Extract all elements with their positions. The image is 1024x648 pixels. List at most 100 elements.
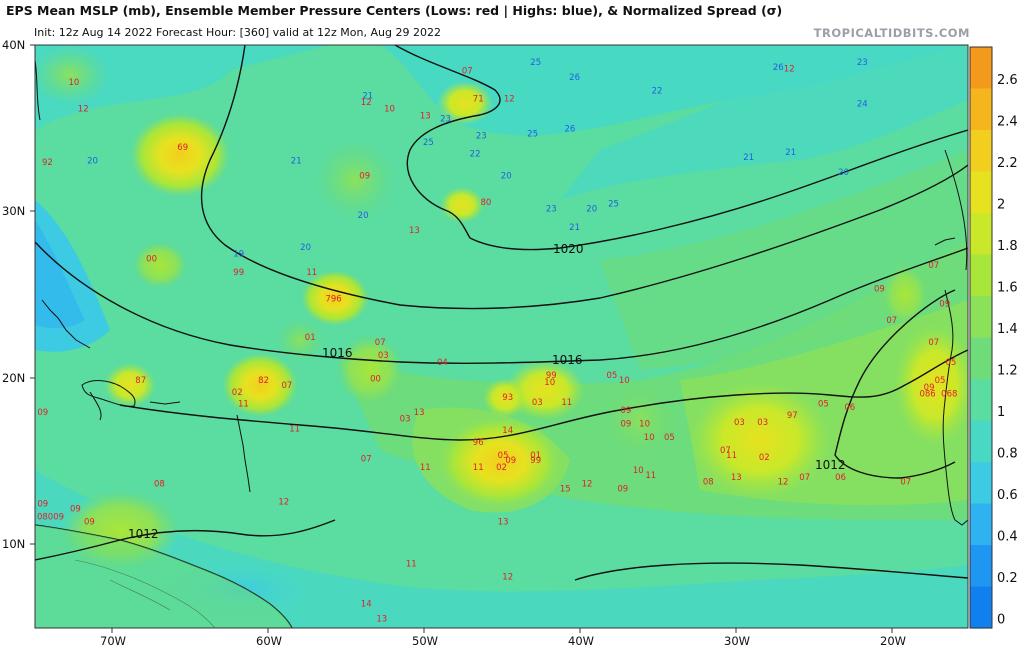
lat-label-10n: 10N [2,537,25,551]
isobar-labels: 1020 1016 1016 1012 1012 [128,242,846,541]
low-center-label: 09 [37,499,48,509]
low-center-label: 07 [799,473,810,483]
low-center-label: 07 [886,316,897,326]
low-center-label: 07 [928,338,939,348]
colorbar-label: 1.2 [997,364,1018,379]
isobar-1020 [394,45,968,251]
spread-blob [276,318,324,362]
low-center-label: 11 [473,463,484,473]
colorbar-label: 1.6 [997,281,1018,296]
colorbar-label: 0.6 [997,488,1018,503]
high-center-label: 24 [857,100,868,110]
low-center-label: 11 [289,424,300,434]
colorbar-swatch [970,130,992,173]
low-center-label: 09 [505,456,516,466]
colorbar-swatch [970,503,992,546]
isobar-label: 1016 [552,353,583,367]
coastline-haiti [89,391,102,421]
lat-label-20n: 20N [2,371,25,385]
colorbar-swatch [970,586,992,629]
low-center-label: 11 [561,398,572,408]
colorbar-label: 0.4 [997,530,1018,545]
low-center-label: 96 [473,438,484,448]
low-center-label: 69 [177,143,188,153]
spread-shading [35,45,968,628]
low-center-label: 09 [70,504,81,514]
low-center-label: 09 [939,300,950,310]
low-center-label: 06 [844,403,855,413]
isobar-label: 1012 [815,458,846,472]
lon-label-30w: 30W [724,634,750,648]
spread-blob [600,380,680,460]
low-center-label: 01 [305,333,316,343]
high-center-label: 21 [785,148,796,158]
lon-label-70w: 70W [100,634,126,648]
low-center-label: 87 [135,376,146,386]
low-center-label: 068 [941,390,957,400]
high-centers: 20 21 21 23 25 23 22 20 20 20 19 25 26 25 26 22 23 20 25 21… [87,58,868,260]
coastline-guinea [954,519,968,526]
low-center-label: 10 [633,466,644,476]
colorbar-label: 1 [997,405,1005,420]
low-center-label: 05 [606,371,617,381]
low-center-label: 15 [560,484,571,494]
colorbar-swatch [970,296,992,339]
high-center-label: 25 [530,58,541,68]
colorbar-swatch [970,420,992,463]
high-center-label: 21 [569,223,580,233]
map-subtitle: Init: 12z Aug 14 2022 Forecast Hour: [36… [34,26,441,39]
low-center-label: 12 [778,478,789,488]
brand-watermark: TROPICALTIDBITS.COM [813,26,970,40]
high-center-label: 20 [838,168,849,178]
low-center-label: 07 [281,381,292,391]
low-center-label: 12 [78,105,89,115]
spread-teal-ne [560,45,968,200]
low-center-label: 13 [414,408,425,418]
low-center-label: 10 [619,376,630,386]
lon-labels: 70W 60W 50W 40W 30W 20W [100,634,906,648]
spread-green-ne [600,150,968,370]
low-center-label: 05 [818,400,829,410]
isobar-label: 1020 [553,242,584,256]
colorbar-swatch [970,213,992,256]
low-center-label: 12 [502,573,513,583]
coastline-west-africa [942,289,956,521]
low-center-label: 02 [759,453,770,463]
low-center-label: 09 [874,285,885,295]
low-center-label: 01 [530,451,541,461]
low-center-label: 07 [375,338,386,348]
low-center-label: 14 [361,599,372,609]
isobar-1012-west [35,519,336,561]
isobar-label: 1012 [128,527,159,541]
low-center-label: 08 [154,479,165,489]
low-center-label: 05 [945,358,956,368]
high-center-label: 20 [586,205,597,215]
low-center-label: 11 [726,451,737,461]
low-center-label: 12 [504,95,515,105]
spread-blue-west [35,220,85,329]
colorbar-swatch [970,462,992,505]
high-center-label: 20 [501,171,512,181]
low-center-label: 13 [731,473,742,483]
high-center-label: 19 [233,250,244,260]
high-center-label: 21 [362,91,373,101]
low-center-label: 99 [530,456,541,466]
low-center-label: 07 [462,66,473,76]
low-center-label: 07 [900,478,911,488]
axis-ticks [30,44,893,633]
spread-blob [104,363,156,407]
coastline-hispaniola [81,380,136,407]
low-center-label: 13 [376,614,387,624]
spread-blob [35,45,110,105]
low-center-label: 07 [720,446,731,456]
spread-blob [440,187,484,223]
low-center-label: 11 [420,463,431,473]
lat-label-30n: 30N [2,204,25,218]
low-center-label: 03 [734,418,745,428]
low-center-label: 10 [68,78,79,88]
spread-blob [690,382,830,498]
high-center-label: 26 [564,125,575,135]
spread-teal-nw [35,45,330,130]
colorbar-label: 0.8 [997,447,1018,462]
